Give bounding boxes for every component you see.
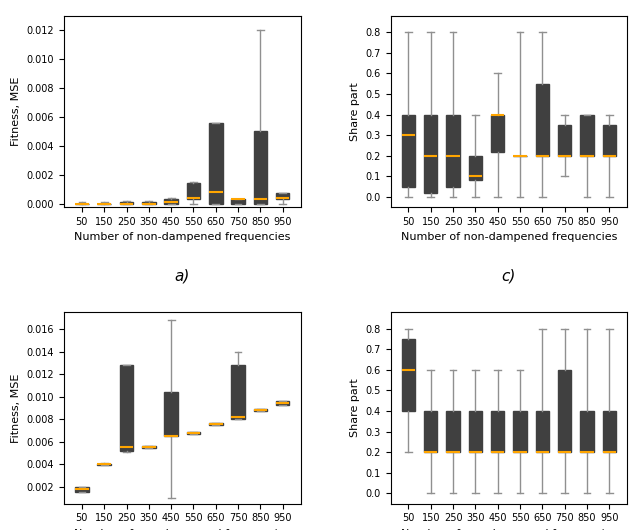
PathPatch shape (75, 487, 88, 492)
PathPatch shape (558, 370, 572, 452)
Y-axis label: Share part: Share part (350, 378, 360, 437)
PathPatch shape (164, 199, 178, 204)
PathPatch shape (402, 114, 415, 187)
X-axis label: Number of non-dampened frequencies: Number of non-dampened frequencies (401, 529, 617, 530)
PathPatch shape (253, 409, 267, 411)
PathPatch shape (580, 411, 594, 452)
PathPatch shape (120, 365, 133, 450)
Text: c): c) (502, 268, 516, 284)
X-axis label: Number of non-dampened frequencies: Number of non-dampened frequencies (74, 529, 291, 530)
PathPatch shape (446, 411, 460, 452)
PathPatch shape (491, 114, 504, 152)
Y-axis label: Fitness, MSE: Fitness, MSE (11, 77, 21, 146)
PathPatch shape (97, 464, 111, 465)
PathPatch shape (276, 401, 289, 404)
PathPatch shape (603, 125, 616, 156)
PathPatch shape (424, 114, 438, 193)
PathPatch shape (536, 411, 549, 452)
Y-axis label: Share part: Share part (350, 82, 360, 141)
PathPatch shape (603, 411, 616, 452)
PathPatch shape (276, 193, 289, 199)
PathPatch shape (187, 431, 200, 434)
PathPatch shape (580, 114, 594, 156)
PathPatch shape (468, 411, 482, 452)
PathPatch shape (187, 183, 200, 199)
PathPatch shape (164, 392, 178, 436)
PathPatch shape (209, 122, 223, 204)
PathPatch shape (253, 131, 267, 204)
Text: a): a) (175, 268, 190, 284)
PathPatch shape (232, 365, 245, 419)
PathPatch shape (424, 411, 438, 452)
PathPatch shape (446, 114, 460, 187)
PathPatch shape (468, 156, 482, 180)
X-axis label: Number of non-dampened frequencies: Number of non-dampened frequencies (74, 232, 291, 242)
PathPatch shape (536, 84, 549, 156)
PathPatch shape (142, 446, 156, 448)
PathPatch shape (558, 125, 572, 156)
PathPatch shape (209, 422, 223, 425)
Y-axis label: Fitness, MSE: Fitness, MSE (11, 373, 21, 443)
PathPatch shape (120, 202, 133, 204)
PathPatch shape (491, 411, 504, 452)
X-axis label: Number of non-dampened frequencies: Number of non-dampened frequencies (401, 232, 617, 242)
PathPatch shape (232, 199, 245, 204)
PathPatch shape (513, 411, 527, 452)
PathPatch shape (402, 339, 415, 411)
PathPatch shape (142, 202, 156, 204)
